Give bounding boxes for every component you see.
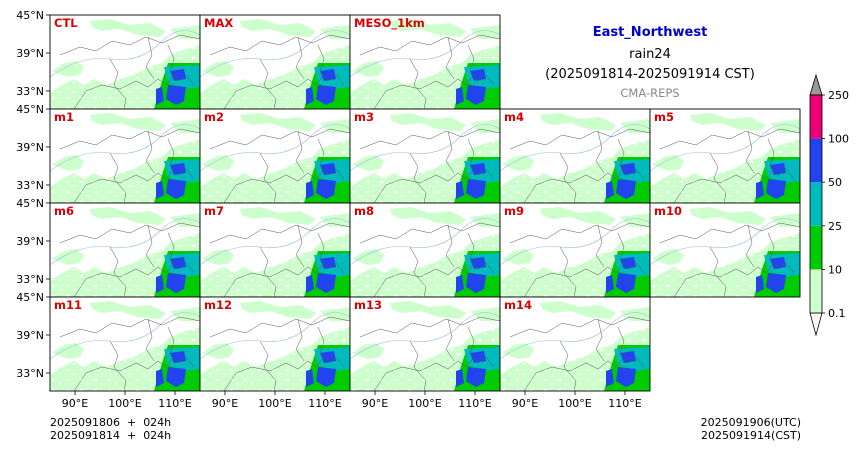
lon-tick-label: 90°E bbox=[212, 397, 238, 410]
colorbar-over-arrow bbox=[809, 73, 823, 96]
lat-tick-label: 45°N bbox=[16, 291, 44, 304]
region-title: East_Northwest bbox=[593, 25, 708, 40]
colorbar-segment bbox=[810, 95, 822, 139]
colorbar-tick-label: 10 bbox=[828, 263, 842, 276]
lon-tick-label: 110°E bbox=[458, 397, 491, 410]
panel-label: m4 bbox=[504, 110, 524, 124]
colorbar-tick-label: 100 bbox=[828, 133, 849, 146]
lon-tick-label: 110°E bbox=[158, 397, 191, 410]
lat-tick-label: 33°N bbox=[16, 179, 44, 192]
footer-left-line1: 2025091806 + 024h bbox=[50, 416, 172, 429]
map-panel: MESO_1km bbox=[349, 14, 501, 110]
lon-tick-label: 90°E bbox=[362, 397, 388, 410]
panel-label: m1 bbox=[54, 110, 74, 124]
map-panel: m3 bbox=[349, 108, 501, 204]
colorbar-under-arrow bbox=[809, 312, 823, 337]
map-panel: m13 bbox=[349, 296, 501, 392]
lon-tick-label: 90°E bbox=[62, 397, 88, 410]
panel-label: CTL bbox=[54, 16, 78, 30]
panel-label: m12 bbox=[204, 298, 232, 312]
lon-tick-label: 90°E bbox=[512, 397, 538, 410]
colorbar-segment bbox=[810, 138, 822, 183]
panel-label: m14 bbox=[504, 298, 532, 312]
map-panel: m14 bbox=[499, 296, 651, 392]
map-panel: m12 bbox=[199, 296, 351, 392]
precipitation-colorbar: 0.1 10 25 50 100 250 bbox=[809, 73, 849, 337]
panel-label: m2 bbox=[204, 110, 224, 124]
map-panel: m9 bbox=[499, 202, 651, 298]
panel-label: m3 bbox=[354, 110, 374, 124]
panel-label: m11 bbox=[54, 298, 82, 312]
lat-tick-label: 39°N bbox=[16, 47, 44, 60]
map-panel: m2 bbox=[199, 108, 351, 204]
map-panel: m11 bbox=[49, 296, 201, 392]
map-panel: MAX bbox=[199, 14, 351, 110]
map-panel: m8 bbox=[349, 202, 501, 298]
colorbar-segment bbox=[810, 225, 822, 270]
variable-title: rain24 bbox=[629, 47, 671, 62]
lon-tick-label: 110°E bbox=[308, 397, 341, 410]
footer-right-line2: 2025091914(CST) bbox=[701, 429, 801, 442]
lat-tick-label: 33°N bbox=[16, 273, 44, 286]
map-panel: m10 bbox=[649, 202, 801, 298]
colorbar-tick-label: 250 bbox=[828, 89, 849, 102]
colorbar-segment bbox=[810, 182, 822, 226]
period-title: (2025091814-2025091914 CST) bbox=[545, 67, 755, 82]
map-panel: m1 bbox=[49, 108, 201, 204]
panel-label: m7 bbox=[204, 204, 224, 218]
map-panel: m7 bbox=[199, 202, 351, 298]
map-panel: m6 bbox=[49, 202, 201, 298]
panel-label: m13 bbox=[354, 298, 382, 312]
lat-tick-label: 39°N bbox=[16, 235, 44, 248]
lat-tick-label: 45°N bbox=[16, 197, 44, 210]
footer-right-line1: 2025091906(UTC) bbox=[700, 416, 801, 429]
lat-tick-label: 33°N bbox=[16, 85, 44, 98]
lon-tick-label: 100°E bbox=[558, 397, 591, 410]
colorbar-tick-label: 25 bbox=[828, 220, 842, 233]
lat-tick-label: 39°N bbox=[16, 141, 44, 154]
lon-tick-label: 100°E bbox=[108, 397, 141, 410]
colorbar-tick-label: 0.1 bbox=[828, 307, 846, 320]
lon-tick-label: 100°E bbox=[258, 397, 291, 410]
lon-tick-label: 100°E bbox=[408, 397, 441, 410]
lat-tick-label: 45°N bbox=[16, 9, 44, 22]
colorbar-segment bbox=[810, 269, 822, 313]
map-panel: m4 bbox=[499, 108, 651, 204]
footer-left-line2: 2025091814 + 024h bbox=[50, 429, 172, 442]
panel-label: MAX bbox=[204, 16, 233, 30]
model-title: CMA-REPS bbox=[620, 86, 679, 100]
map-panel: m5 bbox=[649, 108, 801, 204]
lon-tick-label: 110°E bbox=[608, 397, 641, 410]
panel-label: m6 bbox=[54, 204, 74, 218]
panel-label: m8 bbox=[354, 204, 374, 218]
colorbar-tick-label: 50 bbox=[828, 176, 842, 189]
lat-tick-label: 39°N bbox=[16, 329, 44, 342]
lat-tick-label: 33°N bbox=[16, 367, 44, 380]
panel-label: m5 bbox=[654, 110, 674, 124]
panel-label: MESO_1km bbox=[354, 16, 425, 31]
lat-tick-label: 45°N bbox=[16, 103, 44, 116]
panel-label: m9 bbox=[504, 204, 524, 218]
panel-label: m10 bbox=[654, 204, 682, 218]
map-panel: CTL bbox=[49, 14, 201, 110]
